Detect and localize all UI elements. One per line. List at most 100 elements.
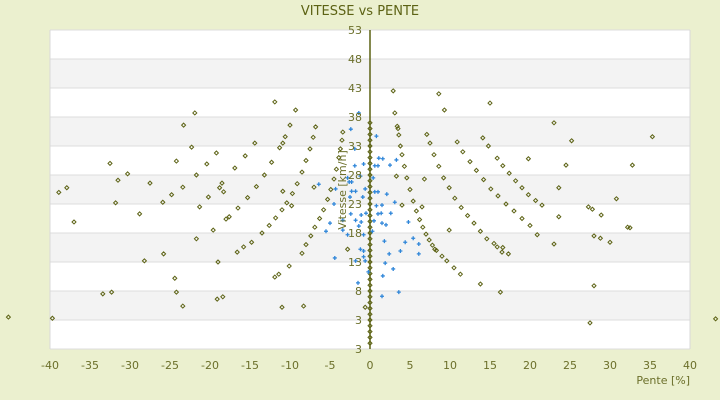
blue-plus-point xyxy=(411,236,416,241)
olive-diamond-point xyxy=(532,197,539,204)
x-tick-label: 0 xyxy=(367,359,374,372)
olive-diamond-point xyxy=(446,227,452,233)
olive-diamond-point xyxy=(216,185,223,191)
blue-plus-point xyxy=(358,247,363,252)
olive-diamond-point xyxy=(280,188,286,194)
olive-diamond-point xyxy=(240,244,247,250)
blue-plus-point xyxy=(392,200,397,205)
olive-diamond-point xyxy=(289,190,296,197)
olive-diamond-point xyxy=(141,258,148,264)
olive-diamond-point xyxy=(367,207,373,213)
x-tick-label: 30 xyxy=(603,359,617,372)
olive-diamond-point xyxy=(173,289,180,295)
olive-diamond-point xyxy=(294,180,300,187)
blue-plus-point xyxy=(353,189,358,194)
olive-diamond-point xyxy=(499,249,505,255)
olive-diamond-point xyxy=(367,340,373,346)
blue-plus-point xyxy=(353,258,358,263)
blue-plus-point xyxy=(348,195,352,200)
x-tick-label: 25 xyxy=(563,359,577,372)
olive-diamond-point xyxy=(367,334,373,341)
blue-plus-point xyxy=(403,240,408,245)
olive-diamond-point xyxy=(115,177,121,183)
olive-diamond-point xyxy=(272,215,279,221)
blue-plus-point xyxy=(364,211,368,216)
olive-diamond-point xyxy=(436,91,442,97)
blue-plus-point xyxy=(361,248,366,253)
olive-diamond-point xyxy=(452,195,458,201)
blue-plus-point xyxy=(396,290,401,295)
olive-diamond-point xyxy=(607,239,613,245)
olive-diamond-point xyxy=(485,143,492,149)
blue-plus-point xyxy=(359,219,364,224)
olive-diamond-point xyxy=(339,137,345,143)
olive-diamond-point xyxy=(367,172,373,178)
olive-diamond-point xyxy=(519,215,525,222)
olive-diamond-point xyxy=(108,289,115,295)
blue-plus-point xyxy=(382,239,387,244)
blue-plus-point xyxy=(349,179,354,184)
olive-diamond-point xyxy=(213,150,220,156)
blue-plus-point xyxy=(372,218,376,223)
olive-diamond-point xyxy=(56,189,62,196)
olive-diamond-point xyxy=(451,265,457,271)
olive-diamond-point xyxy=(367,125,373,132)
olive-diamond-point xyxy=(390,88,396,94)
y-axis-title: Vitesse [km/h] xyxy=(336,150,349,230)
olive-diamond-point xyxy=(421,176,428,182)
olive-diamond-point xyxy=(495,193,501,199)
blue-plus-point xyxy=(352,163,357,168)
blue-plus-point xyxy=(380,273,385,278)
blue-plus-point xyxy=(361,254,366,259)
olive-diamond-point xyxy=(279,304,285,310)
blue-plus-point xyxy=(388,163,392,168)
olive-diamond-point xyxy=(299,169,305,175)
olive-diamond-point xyxy=(404,175,410,181)
olive-diamond-point xyxy=(585,204,592,210)
blue-plus-point xyxy=(366,269,371,274)
olive-diamond-point xyxy=(397,143,404,149)
olive-diamond-point xyxy=(333,166,340,172)
olive-diamond-point xyxy=(410,198,416,204)
olive-diamond-point xyxy=(266,222,272,229)
x-tick-label: -25 xyxy=(161,359,179,372)
olive-diamond-point xyxy=(331,176,337,182)
olive-diamond-point xyxy=(394,123,400,129)
y-tick-label: 53 xyxy=(348,24,362,37)
olive-diamond-point xyxy=(168,192,175,198)
olive-diamond-point xyxy=(252,140,258,146)
olive-diamond-point xyxy=(500,163,506,169)
olive-diamond-point xyxy=(367,259,373,265)
blue-plus-point xyxy=(361,232,366,237)
olive-diamond-point xyxy=(505,251,512,257)
olive-diamond-point xyxy=(303,241,309,248)
olive-diamond-point xyxy=(367,305,373,312)
olive-diamond-point xyxy=(367,282,373,288)
olive-diamond-point xyxy=(497,289,504,295)
olive-diamond-point xyxy=(172,275,178,281)
olive-diamond-point xyxy=(220,294,226,300)
olive-diamond-point xyxy=(446,185,452,191)
olive-diamond-point xyxy=(204,161,210,167)
olive-diamond-point xyxy=(234,249,240,255)
olive-diamond-point xyxy=(494,244,500,250)
olive-diamond-point xyxy=(551,241,557,247)
olive-diamond-point xyxy=(367,241,373,248)
blue-plus-point xyxy=(374,134,379,139)
olive-diamond-point xyxy=(292,107,299,113)
blue-plus-point xyxy=(380,221,384,226)
olive-diamond-point xyxy=(367,288,373,294)
olive-diamond-point xyxy=(491,240,497,247)
olive-diamond-point xyxy=(477,228,484,234)
olive-diamond-point xyxy=(307,146,313,152)
olive-diamond-point xyxy=(367,224,373,230)
chart-title: VITESSE vs PENTE xyxy=(301,4,419,19)
olive-diamond-point xyxy=(223,216,229,222)
blue-plus-point xyxy=(394,157,399,162)
blue-plus-point xyxy=(376,156,381,161)
olive-diamond-point xyxy=(367,247,373,254)
olive-diamond-point xyxy=(282,134,288,140)
olive-diamond-point xyxy=(324,196,331,203)
x-tick-label: -35 xyxy=(81,359,99,372)
olive-diamond-point xyxy=(344,246,351,252)
